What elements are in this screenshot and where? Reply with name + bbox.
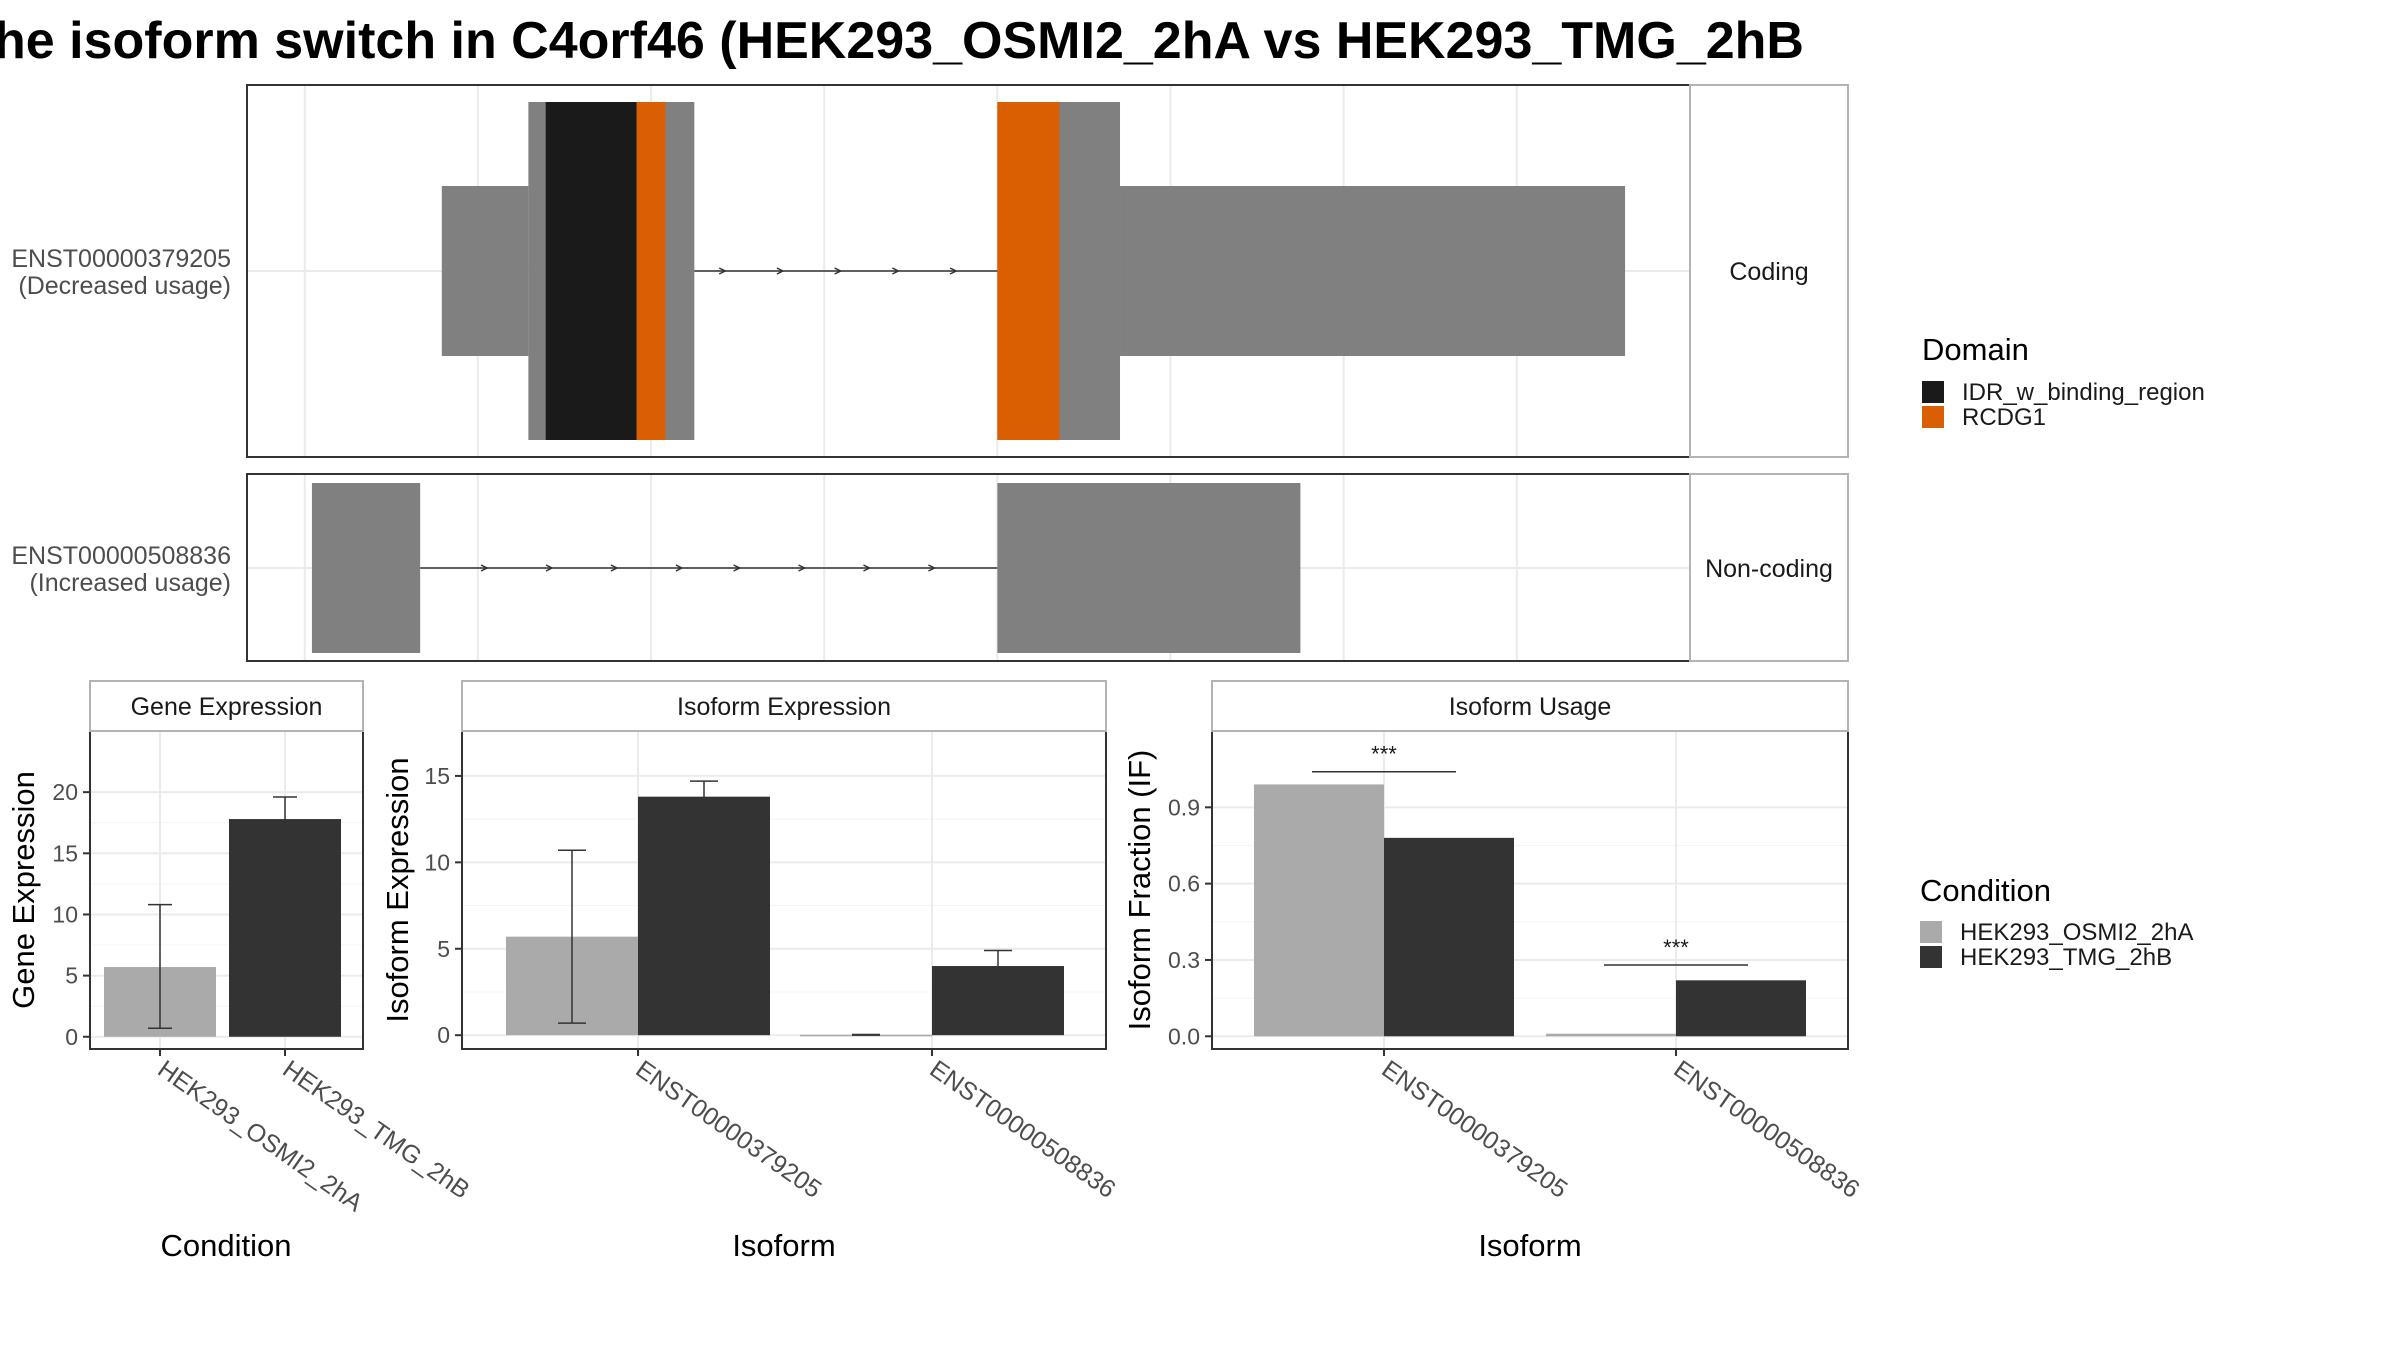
y-tick-label: 0.9 <box>1168 794 1200 820</box>
legend-swatch <box>1922 381 1944 403</box>
intron-arrow <box>675 564 684 572</box>
x-axis-title: Condition <box>161 1228 292 1263</box>
exon-utr <box>1120 186 1626 356</box>
facet-strip-label: Coding <box>1729 258 1808 286</box>
y-tick-label: 10 <box>424 849 450 875</box>
exon-noncoding <box>997 483 1301 653</box>
error-bar <box>273 796 297 842</box>
transcript-usage-label: (Decreased usage) <box>18 272 231 300</box>
x-tick-label: HEK293_OSMI2_2hA <box>153 1055 369 1218</box>
significance-label: *** <box>1663 935 1689 960</box>
y-tick-label: 0 <box>437 1022 450 1048</box>
y-tick-label: 0.3 <box>1168 947 1200 973</box>
bar-panels: Gene Expression05101520HEK293_OSMI2_2hAH… <box>6 680 1865 1263</box>
intron-arrow <box>892 267 901 275</box>
y-axis-title: Gene Expression <box>6 771 41 1009</box>
legend-swatch <box>1920 946 1942 968</box>
facet-strip-label: Non-coding <box>1705 555 1833 583</box>
intron-arrow <box>545 564 554 572</box>
error-bar <box>148 903 172 1029</box>
x-axis-title: Isoform <box>732 1228 835 1263</box>
x-tick-label: ENST00000379205 <box>631 1055 827 1204</box>
bar-1 <box>229 819 341 1037</box>
bar-hek293_tmg_2hb-0 <box>1384 837 1514 1037</box>
bar-panel-2: *** *** Isoform Usage 0.0 0.3 0.6 0.9 ENST00000… <box>1122 680 1865 1263</box>
facet-strip <box>1689 473 1849 662</box>
intron-arrow <box>718 267 727 275</box>
panel-title: Isoform Expression <box>677 693 891 721</box>
exon-utr <box>441 186 529 356</box>
y-tick-label: 5 <box>437 936 450 962</box>
y-axis-title: Isoform Fraction (IF) <box>1122 750 1157 1031</box>
legend-swatch <box>1922 406 1944 428</box>
panel-title: Gene Expression <box>131 693 323 721</box>
bar-panel-1: Isoform Expression 0 5 10 15 ENST00000379205 E… <box>380 680 1121 1263</box>
intron-arrow <box>798 564 807 572</box>
y-tick-label: 0.6 <box>1168 871 1200 897</box>
x-tick-label: ENST00000379205 <box>1377 1055 1573 1204</box>
y-tick-label: 15 <box>424 763 450 789</box>
facet-strip <box>461 680 1107 732</box>
bar-hek293_tmg_2hb-0 <box>638 796 770 1036</box>
significance-label: *** <box>1371 742 1397 767</box>
transcript-usage-label: (Increased usage) <box>29 569 231 597</box>
y-tick-label: 10 <box>52 901 78 927</box>
transcript-row-ENST00000379205: Coding ENST00000379205(Decreased usage) <box>11 84 1849 458</box>
intron-arrow <box>834 267 843 275</box>
legend-label: HEK293_TMG_2hB <box>1960 944 2172 971</box>
panel-title: Isoform Usage <box>1449 693 1612 721</box>
y-tick-label: 0.0 <box>1168 1023 1200 1049</box>
bar-hek293_osmi2_2ha-1 <box>1546 1033 1676 1037</box>
y-tick-label: 15 <box>52 840 78 866</box>
intron-arrow <box>480 564 489 572</box>
intron-arrow <box>610 564 619 572</box>
domain-idr_w_binding_region <box>545 102 637 440</box>
facet-strip <box>89 680 364 732</box>
x-axis-title: Isoform <box>1478 1228 1581 1263</box>
transcript-id-label: ENST00000508836 <box>11 542 231 570</box>
intron-arrow <box>863 564 872 572</box>
legend-title: Domain <box>1922 332 2029 367</box>
bar-hek293_tmg_2hb-1 <box>1676 980 1806 1037</box>
transcript-id-label: ENST00000379205 <box>11 245 231 273</box>
gene-structure-panel: Coding ENST00000379205(Decreased usage) No… <box>11 84 1849 662</box>
facet-strip <box>1211 680 1849 732</box>
y-axis-title: Isoform Expression <box>380 757 415 1022</box>
domain-rcdg1 <box>636 102 666 440</box>
x-tick-label: ENST00000508836 <box>1669 1055 1865 1204</box>
x-tick-label: ENST00000508836 <box>925 1055 1121 1204</box>
transcript-row-ENST00000508836: Non-coding ENST00000508836(Increased usag… <box>11 473 1849 662</box>
error-bar <box>558 849 586 1024</box>
error-bar <box>852 1033 880 1036</box>
y-tick-label: 5 <box>65 963 78 989</box>
facet-strip <box>1689 84 1849 458</box>
legend-label: RCDG1 <box>1962 404 2046 431</box>
bar-hek293_osmi2_2ha-0 <box>1254 784 1384 1037</box>
intron-arrow <box>733 564 742 572</box>
error-bar <box>984 949 1012 981</box>
intron-arrow <box>949 267 958 275</box>
legend-label: IDR_w_binding_region <box>1962 379 2205 406</box>
intron-arrow <box>928 564 937 572</box>
error-bar <box>690 780 718 813</box>
legend-label: HEK293_OSMI2_2hA <box>1960 919 2193 946</box>
legend-swatch <box>1920 921 1942 943</box>
intron-arrow <box>776 267 785 275</box>
exon-noncoding <box>311 483 421 653</box>
figure-title: he isoform switch in C4orf46 (HEK293_OSM… <box>0 12 1804 70</box>
y-tick-label: 0 <box>65 1024 78 1050</box>
y-tick-label: 20 <box>52 779 78 805</box>
domain-rcdg1 <box>997 102 1060 440</box>
legend-title: Condition <box>1920 873 2051 908</box>
